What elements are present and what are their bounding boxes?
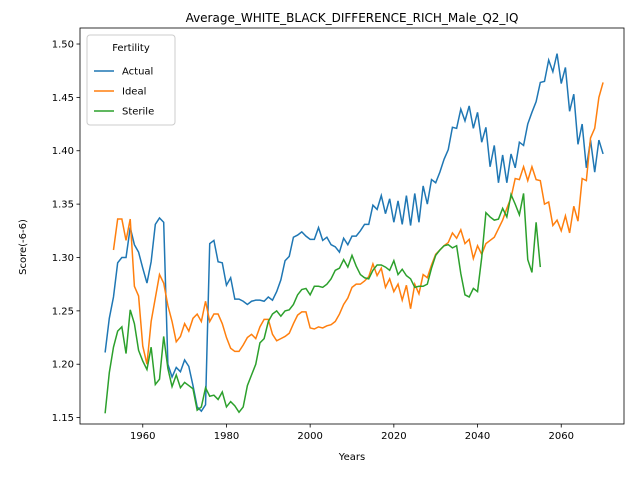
x-tick-label: 2060 <box>549 431 574 442</box>
legend-label: Actual <box>122 67 153 78</box>
plot-frame <box>79 27 625 425</box>
y-tick-label: 1.50 <box>52 40 74 51</box>
legend-title: Fertility <box>112 43 150 54</box>
x-tick-label: 2000 <box>297 431 322 442</box>
x-tick-label: 2020 <box>381 431 406 442</box>
y-tick-label: 1.45 <box>52 93 74 104</box>
legend-box <box>86 34 176 126</box>
y-tick-label: 1.20 <box>52 360 74 371</box>
x-tick-label: 1980 <box>214 431 239 442</box>
x-tick-label: 1960 <box>130 431 155 442</box>
y-tick-label: 1.15 <box>52 413 74 424</box>
chart-title: Average_WHITE_BLACK_DIFFERENCE_RICH_Male… <box>186 11 519 25</box>
y-tick-label: 1.40 <box>52 146 74 157</box>
x-axis-label: Years <box>338 452 365 463</box>
y-axis-label: Score(-6-6) <box>18 219 29 275</box>
y-tick-label: 1.25 <box>52 306 74 317</box>
series-line <box>104 53 604 413</box>
legend-label: Ideal <box>122 87 146 98</box>
y-tick-label: 1.30 <box>52 253 74 264</box>
y-tick-label: 1.35 <box>52 200 74 211</box>
x-tick-label: 2040 <box>465 431 490 442</box>
series-line <box>112 82 604 365</box>
legend: Fertility Actual Ideal Sterile <box>86 34 176 126</box>
series-line <box>104 191 542 414</box>
legend-label: Sterile <box>122 107 154 118</box>
